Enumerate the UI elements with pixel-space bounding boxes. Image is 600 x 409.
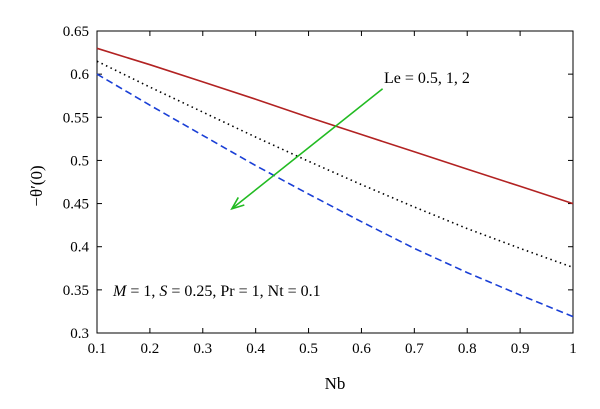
y-tick-label: 0.45 (63, 197, 89, 213)
parameter-annotation: M = 1, S = 0.25, Pr = 1, Nt = 0.1 (112, 283, 321, 300)
param-rest: = 0.25, Pr = 1, Nt = 0.1 (167, 283, 320, 300)
x-tick-label: 0.5 (299, 341, 318, 357)
param-m-symbol: M (112, 283, 128, 300)
series-line-2 (96, 60, 574, 269)
y-axis-title: −θ′(0) (27, 165, 46, 206)
param-m-value: = 1, (126, 283, 159, 300)
x-tick-label: 0.4 (246, 341, 265, 357)
trend-arrow-shaft (231, 88, 384, 210)
x-tick-label: 0.2 (141, 341, 160, 357)
y-tick-label: 0.5 (70, 153, 89, 169)
plot-frame (96, 30, 574, 334)
x-tick-label: 0.6 (352, 341, 371, 357)
y-tick-label: 0.6 (70, 67, 89, 83)
x-tick-label: 0.7 (405, 341, 424, 357)
y-tick-label: 0.35 (63, 283, 89, 299)
x-tick-label: 0.1 (88, 341, 107, 357)
x-tick-label: 0.8 (458, 341, 477, 357)
y-tick-label: 0.65 (63, 24, 89, 40)
arrow-label: Le = 0.5, 1, 2 (384, 70, 470, 87)
param-s-symbol: S (159, 283, 167, 300)
x-tick-label: 0.9 (511, 341, 530, 357)
y-tick-label: 0.55 (63, 110, 89, 126)
x-tick-label: 1 (569, 341, 577, 357)
x-axis-title: Nb (325, 374, 346, 393)
series-line-3 (96, 73, 574, 318)
y-tick-label: 0.3 (70, 326, 89, 342)
x-tick-label: 0.3 (193, 341, 212, 357)
y-tick-label: 0.4 (70, 240, 89, 256)
trend-arrow-head (230, 197, 245, 211)
